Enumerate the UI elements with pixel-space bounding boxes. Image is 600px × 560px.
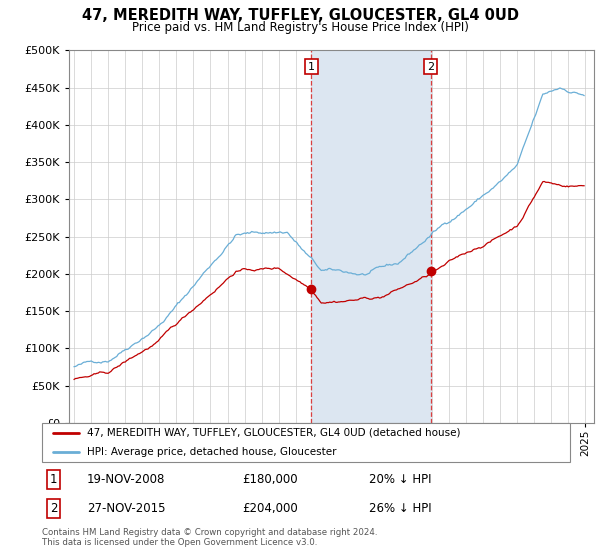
Text: 26% ↓ HPI: 26% ↓ HPI — [370, 502, 432, 515]
Text: HPI: Average price, detached house, Gloucester: HPI: Average price, detached house, Glou… — [87, 447, 337, 457]
Text: 47, MEREDITH WAY, TUFFLEY, GLOUCESTER, GL4 0UD: 47, MEREDITH WAY, TUFFLEY, GLOUCESTER, G… — [82, 8, 518, 24]
FancyBboxPatch shape — [42, 423, 570, 462]
Text: £204,000: £204,000 — [242, 502, 298, 515]
Text: 1: 1 — [308, 62, 315, 72]
Text: 19-NOV-2008: 19-NOV-2008 — [87, 473, 165, 486]
Text: £180,000: £180,000 — [242, 473, 298, 486]
Text: Price paid vs. HM Land Registry's House Price Index (HPI): Price paid vs. HM Land Registry's House … — [131, 21, 469, 34]
Bar — [311, 50, 431, 423]
Text: Contains HM Land Registry data © Crown copyright and database right 2024.
This d: Contains HM Land Registry data © Crown c… — [42, 528, 377, 548]
Text: 1: 1 — [50, 473, 58, 486]
Text: 2: 2 — [427, 62, 434, 72]
Text: 20% ↓ HPI: 20% ↓ HPI — [370, 473, 432, 486]
Text: 47, MEREDITH WAY, TUFFLEY, GLOUCESTER, GL4 0UD (detached house): 47, MEREDITH WAY, TUFFLEY, GLOUCESTER, G… — [87, 428, 460, 437]
Text: 27-NOV-2015: 27-NOV-2015 — [87, 502, 166, 515]
Text: 2: 2 — [50, 502, 58, 515]
